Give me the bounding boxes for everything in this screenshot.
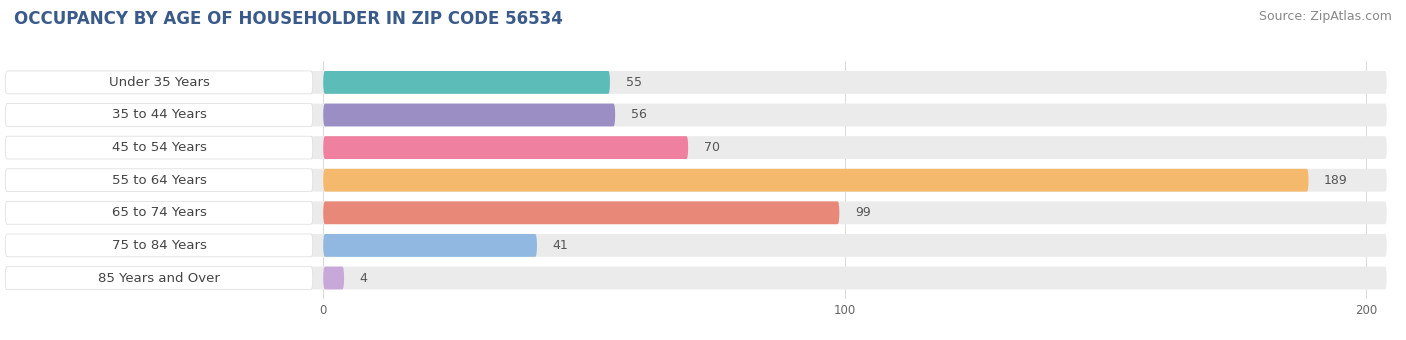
FancyBboxPatch shape <box>6 104 312 126</box>
Text: 85 Years and Over: 85 Years and Over <box>98 272 219 285</box>
FancyBboxPatch shape <box>6 104 1386 126</box>
FancyBboxPatch shape <box>6 234 312 257</box>
Text: 56: 56 <box>631 108 647 121</box>
Text: 55 to 64 Years: 55 to 64 Years <box>111 174 207 187</box>
FancyBboxPatch shape <box>6 267 312 289</box>
FancyBboxPatch shape <box>6 136 312 159</box>
FancyBboxPatch shape <box>323 104 616 126</box>
Text: 70: 70 <box>704 141 720 154</box>
FancyBboxPatch shape <box>6 71 312 94</box>
FancyBboxPatch shape <box>323 136 688 159</box>
FancyBboxPatch shape <box>323 234 537 257</box>
Text: Source: ZipAtlas.com: Source: ZipAtlas.com <box>1258 10 1392 23</box>
FancyBboxPatch shape <box>6 136 1386 159</box>
Text: Under 35 Years: Under 35 Years <box>108 76 209 89</box>
FancyBboxPatch shape <box>6 71 1386 94</box>
FancyBboxPatch shape <box>6 169 312 192</box>
FancyBboxPatch shape <box>6 201 312 224</box>
Text: 4: 4 <box>360 272 367 285</box>
FancyBboxPatch shape <box>6 169 1386 192</box>
FancyBboxPatch shape <box>323 71 610 94</box>
Text: OCCUPANCY BY AGE OF HOUSEHOLDER IN ZIP CODE 56534: OCCUPANCY BY AGE OF HOUSEHOLDER IN ZIP C… <box>14 10 562 28</box>
Text: 55: 55 <box>626 76 641 89</box>
FancyBboxPatch shape <box>323 201 839 224</box>
FancyBboxPatch shape <box>6 267 1386 289</box>
FancyBboxPatch shape <box>6 234 1386 257</box>
FancyBboxPatch shape <box>6 201 1386 224</box>
Text: 75 to 84 Years: 75 to 84 Years <box>111 239 207 252</box>
FancyBboxPatch shape <box>323 169 1309 192</box>
Text: 189: 189 <box>1324 174 1348 187</box>
Text: 99: 99 <box>855 206 870 219</box>
Text: 35 to 44 Years: 35 to 44 Years <box>111 108 207 121</box>
Text: 65 to 74 Years: 65 to 74 Years <box>111 206 207 219</box>
Text: 45 to 54 Years: 45 to 54 Years <box>111 141 207 154</box>
Text: 41: 41 <box>553 239 568 252</box>
FancyBboxPatch shape <box>323 267 344 289</box>
